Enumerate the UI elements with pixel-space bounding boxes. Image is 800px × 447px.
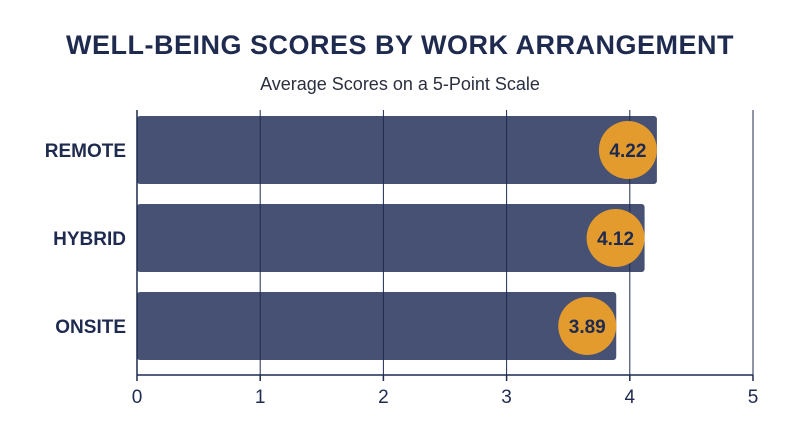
category-label: HYBRID	[53, 229, 126, 250]
data-label: 4.22	[609, 141, 646, 162]
value-badge	[558, 297, 617, 355]
x-tick-label: 1	[255, 387, 266, 408]
value-badge	[586, 209, 645, 267]
x-tick-label: 4	[625, 387, 636, 408]
x-tick-label: 0	[132, 387, 143, 408]
x-tick-label: 2	[378, 387, 389, 408]
category-label: ONSITE	[55, 317, 126, 338]
x-tick-label: 3	[501, 387, 512, 408]
bar	[137, 116, 657, 184]
bar	[137, 292, 617, 360]
category-label: REMOTE	[45, 141, 126, 162]
bar	[137, 204, 645, 272]
x-tick-label: 5	[748, 387, 759, 408]
chart-subtitle: Average Scores on a 5-Point Scale	[260, 74, 540, 94]
data-label: 4.12	[597, 229, 634, 250]
data-label: 3.89	[569, 317, 606, 338]
chart-title: WELL-BEING SCORES BY WORK ARRANGEMENT	[65, 30, 734, 60]
value-badge	[598, 121, 657, 179]
